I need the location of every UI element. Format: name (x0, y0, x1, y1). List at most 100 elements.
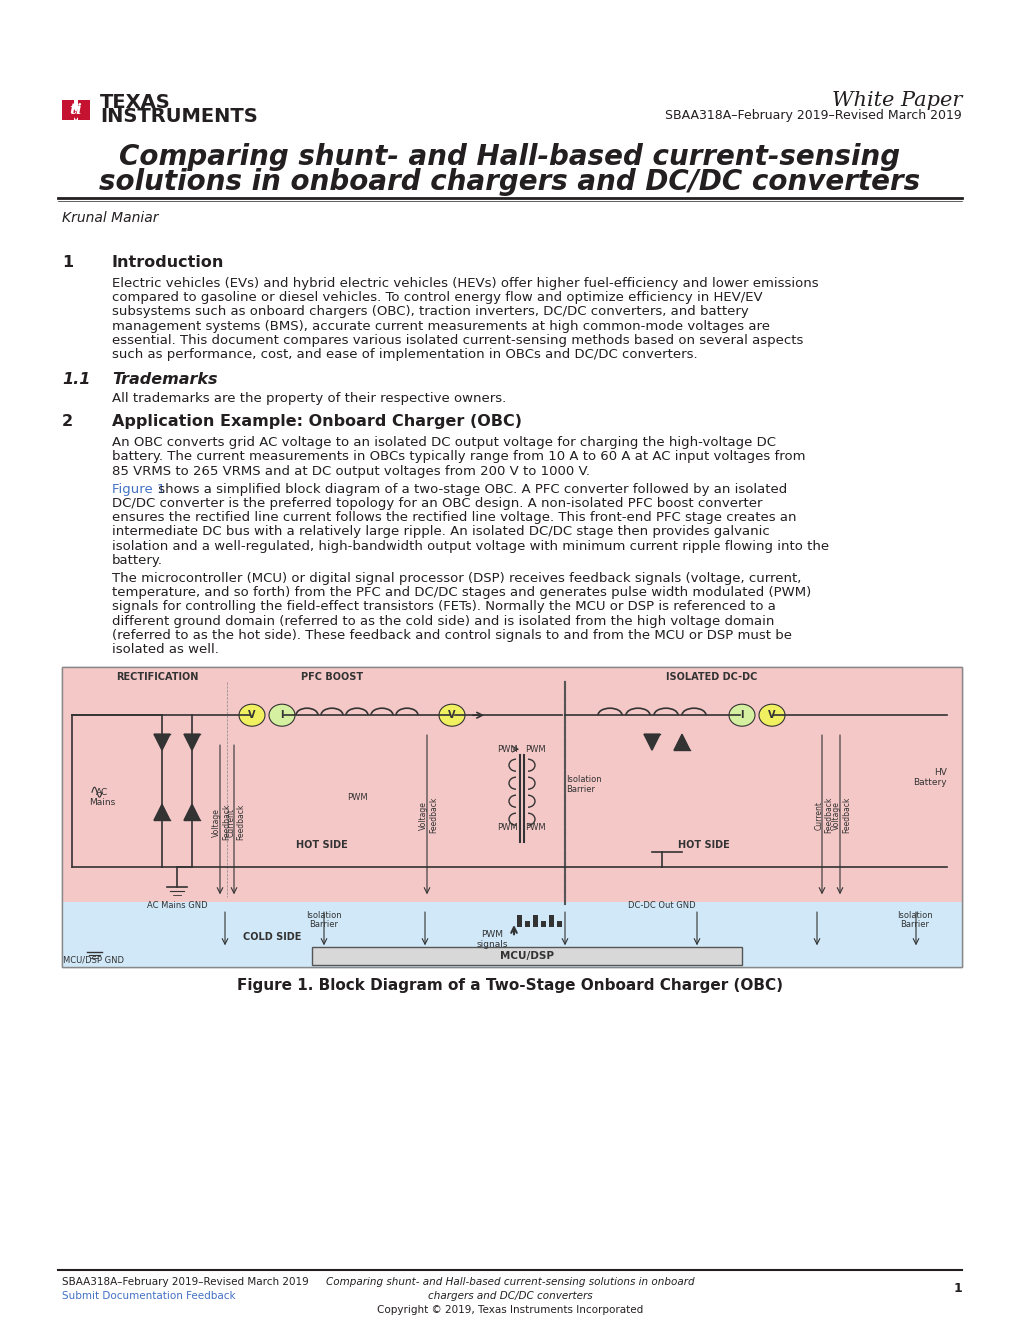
Ellipse shape (238, 704, 265, 726)
Bar (62, 667, 961, 968)
Bar (62, 667, 961, 968)
Text: COLD SIDE: COLD SIDE (243, 932, 301, 942)
Text: 85 VRMS to 265 VRMS and at DC output voltages from 200 V to 1000 V.: 85 VRMS to 265 VRMS and at DC output vol… (112, 465, 589, 478)
Text: The microcontroller (MCU) or digital signal processor (DSP) receives feedback si: The microcontroller (MCU) or digital sig… (112, 572, 801, 585)
Polygon shape (154, 734, 170, 750)
Text: 1: 1 (953, 1283, 961, 1295)
Text: battery.: battery. (112, 554, 163, 566)
Text: Isolation: Isolation (306, 911, 341, 920)
Text: Electric vehicles (EVs) and hybrid electric vehicles (HEVs) offer higher fuel-ef: Electric vehicles (EVs) and hybrid elect… (112, 277, 818, 290)
Text: Introduction: Introduction (112, 255, 224, 271)
Text: Krunal Maniar: Krunal Maniar (62, 211, 158, 224)
Text: intermediate DC bus with a relatively large ripple. An isolated DC/DC stage then: intermediate DC bus with a relatively la… (112, 525, 769, 539)
Ellipse shape (269, 704, 294, 726)
Text: battery. The current measurements in OBCs typically range from 10 A to 60 A at A: battery. The current measurements in OBC… (112, 450, 805, 463)
Text: MCU/DSP GND: MCU/DSP GND (63, 956, 124, 965)
Text: Isolation
Barrier: Isolation Barrier (566, 775, 601, 793)
Text: Trademarks: Trademarks (112, 372, 217, 387)
Text: PWM: PWM (524, 744, 545, 754)
Text: PFC BOOST: PFC BOOST (301, 672, 363, 682)
Polygon shape (183, 804, 200, 820)
Bar (62, 902, 961, 968)
Text: DC-DC Out GND: DC-DC Out GND (628, 900, 695, 909)
Text: subsystems such as onboard chargers (OBC), traction inverters, DC/DC converters,: subsystems such as onboard chargers (OBC… (112, 305, 748, 318)
Text: temperature, and so forth) from the PFC and DC/DC stages and generates pulse wid: temperature, and so forth) from the PFC … (112, 586, 810, 599)
Bar (312, 948, 741, 965)
Polygon shape (154, 804, 170, 820)
Text: ensures the rectified line current follows the rectified line voltage. This fron: ensures the rectified line current follo… (112, 511, 796, 524)
Text: HOT SIDE: HOT SIDE (678, 841, 730, 850)
Text: shows a simplified block diagram of a two-stage OBC. A PFC converter followed by: shows a simplified block diagram of a tw… (154, 483, 787, 496)
Polygon shape (62, 100, 90, 120)
Text: Barrier: Barrier (309, 920, 338, 929)
Text: PWM: PWM (496, 822, 517, 832)
Text: isolated as well.: isolated as well. (112, 643, 219, 656)
Text: SBAA318A–February 2019–Revised March 2019: SBAA318A–February 2019–Revised March 201… (62, 1276, 309, 1287)
Text: PWM: PWM (496, 744, 517, 754)
Text: Figure 1. Block Diagram of a Two-Stage Onboard Charger (OBC): Figure 1. Block Diagram of a Two-Stage O… (236, 978, 783, 993)
Text: V: V (447, 710, 455, 721)
Text: Voltage
Feedback: Voltage Feedback (832, 797, 851, 833)
Text: Submit Documentation Feedback: Submit Documentation Feedback (62, 1291, 235, 1302)
Text: PWM: PWM (346, 793, 367, 801)
Text: signals for controlling the field-effect transistors (FETs). Normally the MCU or: signals for controlling the field-effect… (112, 601, 775, 614)
Text: PWM
signals: PWM signals (476, 929, 507, 949)
Text: 2: 2 (62, 414, 73, 429)
Polygon shape (643, 734, 659, 750)
Bar (77, 100, 90, 120)
Text: HV
Battery: HV Battery (912, 767, 946, 787)
Text: compared to gasoline or diesel vehicles. To control energy flow and optimize eff: compared to gasoline or diesel vehicles.… (112, 292, 762, 304)
Text: essential. This document compares various isolated current-sensing methods based: essential. This document compares variou… (112, 334, 803, 347)
Text: MCU/DSP: MCU/DSP (499, 952, 553, 961)
Bar (62, 100, 74, 120)
Polygon shape (183, 734, 200, 750)
Text: Comparing shunt- and Hall-based current-sensing solutions in onboard: Comparing shunt- and Hall-based current-… (325, 1276, 694, 1287)
Ellipse shape (729, 704, 754, 726)
Text: management systems (BMS), accurate current measurements at high common-mode volt: management systems (BMS), accurate curre… (112, 319, 769, 333)
Bar (517, 915, 522, 927)
Text: All trademarks are the property of their respective owners.: All trademarks are the property of their… (112, 392, 505, 405)
Ellipse shape (758, 704, 785, 726)
Text: chargers and DC/DC converters: chargers and DC/DC converters (427, 1291, 592, 1302)
Text: I: I (280, 710, 283, 721)
Text: isolation and a well-regulated, high-bandwidth output voltage with minimum curre: isolation and a well-regulated, high-ban… (112, 540, 828, 553)
Text: SBAA318A–February 2019–Revised March 2019: SBAA318A–February 2019–Revised March 201… (664, 110, 961, 123)
Text: RECTIFICATION: RECTIFICATION (116, 672, 198, 682)
Bar (533, 915, 537, 927)
Text: (referred to as the hot side). These feedback and control signals to and from th: (referred to as the hot side). These fee… (112, 628, 791, 642)
Bar (62, 667, 961, 902)
Text: Copyright © 2019, Texas Instruments Incorporated: Copyright © 2019, Texas Instruments Inco… (376, 1305, 643, 1315)
Text: solutions in onboard chargers and DC/DC converters: solutions in onboard chargers and DC/DC … (99, 168, 920, 195)
Text: Voltage
Feedback: Voltage Feedback (212, 804, 231, 841)
Text: Comparing shunt- and Hall-based current-sensing: Comparing shunt- and Hall-based current-… (119, 143, 900, 172)
Text: PWM: PWM (524, 822, 545, 832)
Text: Current
Feedback: Current Feedback (226, 804, 246, 841)
Text: V: V (767, 710, 775, 721)
Text: DC/DC converter is the preferred topology for an OBC design. A non-isolated PFC : DC/DC converter is the preferred topolog… (112, 498, 762, 510)
Text: different ground domain (referred to as the cold side) and is isolated from the : different ground domain (referred to as … (112, 615, 773, 627)
Bar (556, 921, 561, 927)
Text: Isolation: Isolation (897, 911, 932, 920)
Text: V: V (248, 710, 256, 721)
Text: Application Example: Onboard Charger (OBC): Application Example: Onboard Charger (OB… (112, 414, 522, 429)
Bar (548, 915, 553, 927)
Bar (525, 921, 530, 927)
Text: White Paper: White Paper (830, 91, 961, 110)
Text: Voltage
Feedback: Voltage Feedback (419, 797, 438, 833)
Bar (540, 921, 545, 927)
Text: ti: ti (69, 103, 83, 117)
Text: 1: 1 (62, 255, 73, 271)
Text: Barrier: Barrier (900, 920, 928, 929)
Ellipse shape (438, 704, 465, 726)
Text: INSTRUMENTS: INSTRUMENTS (100, 107, 258, 125)
Text: such as performance, cost, and ease of implementation in OBCs and DC/DC converte: such as performance, cost, and ease of i… (112, 348, 697, 360)
Polygon shape (674, 734, 689, 750)
Text: AC
Mains: AC Mains (89, 788, 115, 807)
Text: Figure 1: Figure 1 (112, 483, 165, 496)
Text: Current
Feedback: Current Feedback (813, 797, 833, 833)
Text: HOT SIDE: HOT SIDE (296, 841, 347, 850)
Text: 1.1: 1.1 (62, 372, 91, 387)
Text: ISOLATED DC-DC: ISOLATED DC-DC (665, 672, 757, 682)
Text: AC Mains GND: AC Mains GND (147, 900, 207, 909)
Text: I: I (740, 710, 743, 721)
